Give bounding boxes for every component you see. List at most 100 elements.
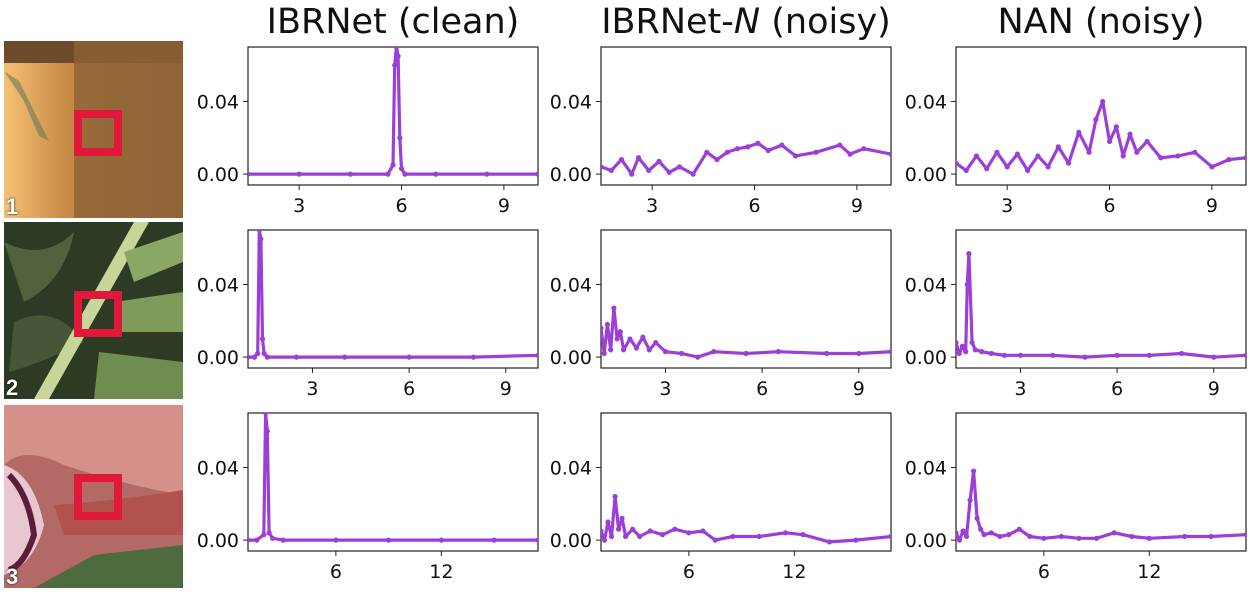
data-point <box>615 526 622 532</box>
data-point <box>1208 533 1214 540</box>
data-point <box>972 347 978 353</box>
data-point <box>1027 533 1033 540</box>
data-point <box>264 354 270 360</box>
data-point <box>678 350 685 357</box>
x-tick-label: 3 <box>1014 378 1026 400</box>
data-point <box>779 142 785 148</box>
data-point <box>608 347 614 353</box>
column-title-ibrnet-n-noisy: IBRNet-N (noisy) <box>566 2 926 42</box>
data-point <box>296 171 302 177</box>
data-point <box>1058 533 1065 540</box>
line-chart: 0.00 0.04 3 6 9 <box>197 46 539 217</box>
line-chart: 0.00 0.04 3 6 9 <box>905 46 1247 217</box>
data-point <box>342 354 348 360</box>
data-point <box>386 537 392 543</box>
plot-panel-r2-c3: 0.00 0.04 3 6 9 <box>896 229 1248 413</box>
data-point <box>974 515 980 521</box>
data-point <box>704 149 710 155</box>
y-tick-label: 0.00 <box>905 347 947 369</box>
thumbnail-image-wall <box>4 41 183 218</box>
data-point <box>662 349 669 355</box>
y-tick-label: 0.00 <box>550 164 592 186</box>
data-point <box>608 167 614 174</box>
thumbnail-row-3: 3 <box>4 405 183 588</box>
data-point <box>959 343 966 349</box>
data-point <box>438 537 444 543</box>
data-point <box>963 533 970 540</box>
x-tick-label: 6 <box>395 195 407 217</box>
line-chart: 0.00 0.04 6 12 <box>197 412 539 583</box>
data-point <box>1144 138 1150 145</box>
data-point <box>966 251 972 257</box>
data-point <box>261 532 267 538</box>
data-point <box>826 539 833 545</box>
data-point <box>604 321 611 328</box>
y-tick-label: 0.04 <box>550 91 592 113</box>
data-point <box>347 171 353 177</box>
data-point <box>994 149 1000 155</box>
data-point <box>393 47 400 50</box>
plot-panel-r2-c2: 0.00 0.04 3 6 9 <box>541 229 893 413</box>
data-point <box>1114 352 1120 358</box>
axes-frame <box>247 412 539 552</box>
data-point <box>611 305 617 311</box>
series-line <box>956 99 1246 173</box>
data-point <box>1014 151 1021 157</box>
x-tick-label: 6 <box>1103 195 1115 217</box>
x-tick-label: 9 <box>498 195 510 217</box>
data-point <box>618 156 625 163</box>
data-point <box>617 329 623 335</box>
data-point <box>888 151 891 157</box>
data-point <box>535 537 538 543</box>
data-point <box>629 171 635 177</box>
column-title-text: IBRNet- <box>601 2 734 42</box>
y-tick-label: 0.00 <box>550 530 592 552</box>
data-point <box>535 171 538 177</box>
line-chart: 0.00 0.04 3 6 9 <box>905 229 1247 400</box>
series-line <box>248 47 538 176</box>
data-point <box>690 171 696 177</box>
data-point <box>800 532 806 538</box>
thumbnail-image-leaves <box>4 222 183 399</box>
data-point <box>262 413 269 416</box>
data-point <box>1211 354 1217 360</box>
line-chart: 0.00 0.04 3 6 9 <box>197 229 539 400</box>
plot-panel-r3-c3: 0.00 0.04 6 12 <box>896 412 1248 596</box>
data-point <box>1041 535 1047 541</box>
data-point <box>491 537 497 543</box>
y-tick-label: 0.00 <box>905 530 947 552</box>
axes-frame <box>600 412 892 552</box>
data-point <box>666 169 672 175</box>
data-point <box>956 537 963 543</box>
data-point <box>406 354 412 360</box>
series-line <box>601 306 891 359</box>
data-point <box>981 532 987 538</box>
plot-panel-r1-c1: 0.00 0.04 3 6 9 <box>188 46 540 230</box>
data-point <box>970 468 977 474</box>
data-point <box>261 350 267 357</box>
y-tick-label: 0.04 <box>905 457 947 479</box>
axes-frame <box>955 229 1247 369</box>
x-tick-label: 6 <box>683 561 695 583</box>
data-point <box>630 526 636 532</box>
data-point <box>392 62 398 68</box>
axes-frame <box>955 412 1247 552</box>
data-point <box>646 167 652 174</box>
x-tick-label: 3 <box>1001 195 1013 217</box>
data-point <box>1050 352 1056 358</box>
data-point <box>1127 131 1133 137</box>
data-point <box>293 354 299 360</box>
data-point <box>988 350 995 357</box>
data-point <box>254 537 260 543</box>
data-point <box>647 528 653 534</box>
data-point <box>813 149 819 155</box>
data-point <box>724 149 730 155</box>
highlight-box <box>74 291 122 337</box>
series-line <box>248 413 538 542</box>
x-tick-label: 9 <box>853 378 865 400</box>
x-tick-label: 3 <box>306 378 318 400</box>
y-tick-label: 0.00 <box>197 164 239 186</box>
data-point <box>964 281 970 288</box>
y-tick-label: 0.04 <box>550 274 592 296</box>
data-point <box>1243 352 1246 358</box>
